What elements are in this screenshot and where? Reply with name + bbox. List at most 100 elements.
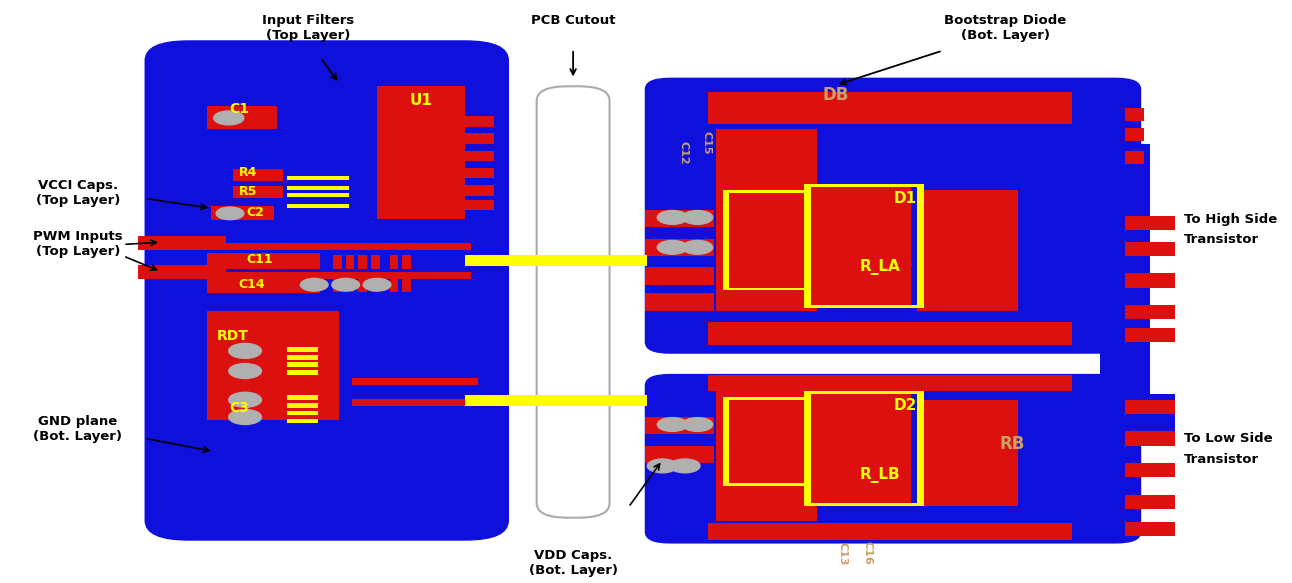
Bar — [1099, 394, 1176, 431]
Text: R_LA: R_LA — [859, 259, 901, 276]
Text: R5: R5 — [239, 185, 257, 198]
Bar — [233, 186, 283, 198]
Bar — [1125, 108, 1143, 121]
Circle shape — [229, 364, 261, 378]
Bar — [645, 268, 714, 285]
Text: To Low Side: To Low Side — [1183, 432, 1273, 445]
Circle shape — [332, 279, 359, 291]
Bar — [917, 391, 924, 506]
Circle shape — [647, 459, 677, 473]
Bar — [287, 176, 349, 180]
Bar — [708, 92, 1072, 124]
Bar — [287, 410, 318, 415]
Bar — [805, 184, 924, 187]
Bar — [371, 255, 380, 269]
Bar — [145, 272, 472, 279]
Bar — [645, 210, 714, 227]
Bar — [287, 419, 318, 423]
Text: PCB Cutout: PCB Cutout — [531, 15, 615, 27]
Bar — [463, 199, 494, 210]
Text: U1: U1 — [410, 93, 433, 108]
Bar — [402, 279, 411, 292]
Bar — [465, 395, 647, 406]
Bar — [287, 203, 349, 208]
Bar — [138, 265, 226, 279]
Bar — [722, 190, 810, 193]
Bar — [708, 322, 1072, 345]
Bar — [351, 378, 478, 385]
Bar — [805, 184, 810, 308]
Circle shape — [682, 240, 713, 254]
Bar — [1125, 216, 1176, 230]
FancyBboxPatch shape — [536, 86, 610, 518]
Circle shape — [229, 343, 261, 359]
Bar — [645, 446, 714, 463]
FancyBboxPatch shape — [145, 40, 509, 540]
Circle shape — [658, 210, 687, 224]
Text: R4: R4 — [239, 166, 257, 179]
Text: VCCI Caps.
(Top Layer): VCCI Caps. (Top Layer) — [36, 179, 120, 207]
Circle shape — [216, 207, 244, 220]
Bar — [1125, 400, 1176, 414]
Bar — [287, 194, 349, 197]
Bar — [346, 279, 354, 292]
Bar — [138, 236, 226, 250]
Text: Input Filters
(Top Layer): Input Filters (Top Layer) — [262, 15, 354, 43]
Bar — [208, 107, 276, 129]
Text: C11: C11 — [247, 254, 274, 266]
Bar — [645, 417, 714, 434]
Bar — [716, 129, 817, 311]
Bar — [145, 243, 472, 250]
Bar — [708, 375, 1072, 391]
Bar — [287, 395, 318, 400]
Text: C14: C14 — [238, 278, 265, 291]
Bar — [805, 305, 924, 308]
Bar — [708, 524, 1072, 539]
Bar — [1125, 128, 1143, 141]
Bar — [810, 187, 911, 305]
Bar — [371, 279, 380, 292]
Bar — [722, 190, 729, 290]
Bar — [287, 370, 318, 375]
Bar — [1099, 144, 1150, 397]
Bar — [287, 356, 318, 360]
Text: C1: C1 — [229, 102, 249, 116]
Bar — [390, 279, 398, 292]
Bar — [716, 388, 817, 521]
Bar — [463, 168, 494, 178]
Circle shape — [658, 417, 687, 431]
Text: C2: C2 — [247, 206, 264, 219]
Bar — [917, 190, 1018, 311]
Text: D1: D1 — [893, 191, 916, 206]
Text: Transistor: Transistor — [1183, 452, 1260, 465]
Bar — [1125, 273, 1176, 287]
Bar — [346, 255, 354, 269]
Bar — [287, 403, 318, 408]
Bar — [810, 394, 911, 503]
Bar — [358, 255, 367, 269]
Bar — [1125, 431, 1176, 446]
Bar — [377, 86, 465, 219]
Bar — [463, 185, 494, 195]
Bar — [463, 134, 494, 144]
Bar — [645, 293, 714, 311]
Bar — [333, 279, 342, 292]
Bar — [208, 311, 340, 420]
Text: C13: C13 — [837, 542, 848, 565]
Circle shape — [300, 279, 328, 291]
Bar — [208, 253, 320, 269]
Bar — [208, 278, 320, 293]
Circle shape — [682, 417, 713, 431]
Text: DB: DB — [823, 86, 849, 104]
Circle shape — [658, 240, 687, 254]
Text: Bootstrap Diode
(Bot. Layer): Bootstrap Diode (Bot. Layer) — [944, 15, 1067, 43]
Bar — [1125, 305, 1176, 319]
Bar — [805, 391, 924, 394]
Text: D2: D2 — [893, 398, 916, 413]
Bar — [333, 255, 342, 269]
Bar — [1125, 494, 1176, 509]
Circle shape — [669, 459, 700, 473]
Bar — [287, 347, 318, 352]
Bar — [645, 238, 714, 256]
Text: RDT: RDT — [217, 329, 248, 343]
